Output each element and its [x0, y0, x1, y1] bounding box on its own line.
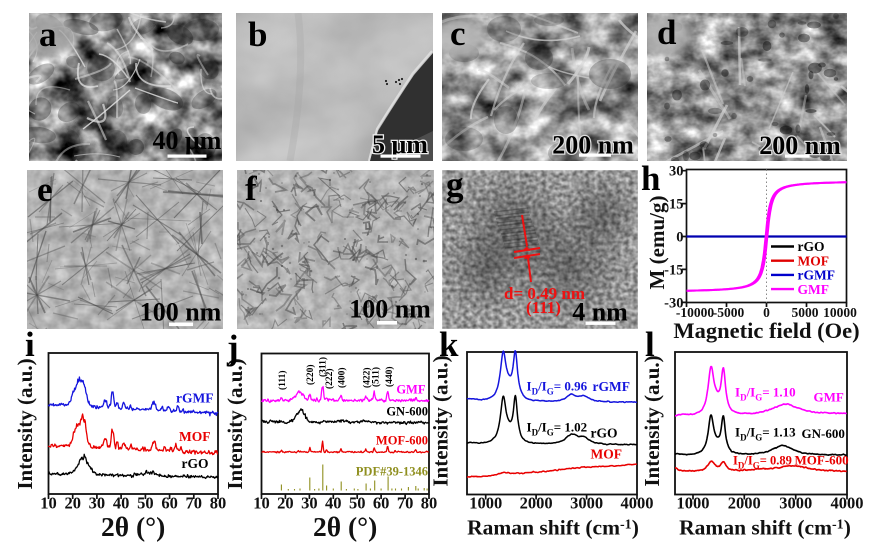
svg-text:Intensity (a.u.): Intensity (a.u.): [640, 355, 664, 486]
svg-text:80: 80: [421, 494, 438, 513]
svg-text:60: 60: [161, 494, 178, 513]
svg-text:(111): (111): [526, 298, 561, 317]
svg-text:Intensity (a.u.): Intensity (a.u.): [223, 358, 247, 489]
svg-text:rGO: rGO: [182, 456, 209, 471]
svg-text:MOF: MOF: [798, 253, 830, 268]
svg-text:d= 0.49 nm: d= 0.49 nm: [504, 284, 585, 303]
svg-text:-10000: -10000: [676, 305, 714, 320]
svg-text:Magnetic field (Oe): Magnetic field (Oe): [673, 318, 859, 343]
svg-text:70: 70: [186, 494, 203, 513]
svg-text:Intensity (a.u.): Intensity (a.u.): [13, 358, 37, 489]
svg-text:2000: 2000: [728, 494, 761, 513]
svg-text:rGO: rGO: [798, 239, 825, 254]
svg-text:15: 15: [669, 197, 684, 213]
svg-text:MOF-600: MOF-600: [795, 453, 849, 468]
svg-text:MOF-600: MOF-600: [376, 434, 428, 448]
svg-text:-30: -30: [664, 295, 683, 311]
svg-text:30: 30: [89, 494, 106, 513]
svg-text:5000: 5000: [792, 305, 819, 320]
svg-text:(111): (111): [277, 370, 288, 390]
svg-text:M (emu/g): M (emu/g): [645, 196, 669, 290]
svg-text:(440): (440): [384, 366, 395, 387]
svg-text:10: 10: [40, 494, 57, 513]
svg-text:20: 20: [64, 494, 81, 513]
svg-text:rGMF: rGMF: [798, 268, 835, 283]
svg-text:40: 40: [325, 494, 342, 513]
svg-text:GMF: GMF: [396, 383, 426, 397]
svg-text:10: 10: [253, 494, 270, 513]
svg-text:40 μm: 40 μm: [153, 126, 222, 155]
svg-text:PDF#39-1346: PDF#39-1346: [356, 465, 428, 479]
svg-text:(222): (222): [324, 368, 335, 389]
svg-text:4000: 4000: [621, 494, 654, 513]
svg-text:(400): (400): [337, 367, 348, 388]
svg-text:ID/IG= 1.02: ID/IG= 1.02: [527, 420, 588, 438]
svg-text:10000: 10000: [823, 305, 857, 320]
svg-text:Intensity (a.u.): Intensity (a.u.): [428, 355, 452, 486]
svg-text:(511): (511): [371, 367, 382, 387]
svg-text:2000: 2000: [520, 494, 553, 513]
svg-text:0: 0: [676, 230, 683, 246]
svg-text:50: 50: [137, 494, 154, 513]
svg-text:20: 20: [277, 494, 294, 513]
svg-text:-15: -15: [664, 262, 683, 278]
svg-text:2θ (°): 2θ (°): [101, 511, 165, 542]
svg-text:rGMF: rGMF: [176, 391, 213, 406]
svg-text:GMF: GMF: [798, 282, 830, 297]
svg-text:Raman shift (cm-1): Raman shift (cm-1): [467, 516, 639, 540]
svg-text:ID/IG= 0.96: ID/IG= 0.96: [527, 379, 588, 397]
svg-text:(220): (220): [305, 364, 316, 385]
svg-text:30: 30: [669, 164, 684, 180]
svg-text:70: 70: [397, 494, 414, 513]
svg-text:ID/IG= 1.10: ID/IG= 1.10: [735, 385, 796, 403]
svg-text:3000: 3000: [570, 494, 603, 513]
svg-text:rGO: rGO: [591, 426, 618, 441]
svg-text:4000: 4000: [831, 494, 864, 513]
svg-text:30: 30: [301, 494, 318, 513]
svg-text:GMF: GMF: [814, 390, 844, 405]
svg-text:-5000: -5000: [713, 305, 745, 320]
svg-text:0: 0: [763, 305, 770, 320]
svg-text:40: 40: [113, 494, 130, 513]
svg-text:80: 80: [210, 494, 227, 513]
svg-text:2θ (°): 2θ (°): [313, 511, 377, 542]
svg-text:rGMF: rGMF: [593, 379, 630, 394]
svg-text:MOF: MOF: [591, 447, 623, 462]
svg-text:MOF: MOF: [179, 429, 211, 444]
svg-text:50: 50: [349, 494, 366, 513]
svg-text:ID/IG= 0.89: ID/IG= 0.89: [733, 454, 792, 471]
svg-text:60: 60: [373, 494, 390, 513]
svg-text:GN-600: GN-600: [386, 405, 428, 419]
svg-text:GN-600: GN-600: [802, 426, 845, 441]
svg-text:100 nm: 100 nm: [140, 298, 222, 327]
svg-text:(311): (311): [318, 357, 329, 377]
svg-text:100 nm: 100 nm: [349, 295, 431, 324]
svg-text:ID/IG= 1.13: ID/IG= 1.13: [735, 425, 796, 443]
svg-text:1000: 1000: [677, 494, 710, 513]
svg-text:Raman shift (cm-1): Raman shift (cm-1): [679, 516, 851, 540]
svg-text:1000: 1000: [469, 494, 502, 513]
svg-text:3000: 3000: [779, 494, 812, 513]
svg-text:(422): (422): [361, 367, 372, 388]
